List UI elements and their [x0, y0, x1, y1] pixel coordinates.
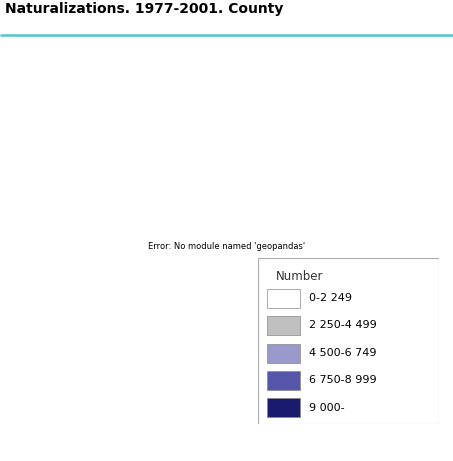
- Bar: [267, 371, 300, 390]
- Text: Naturalizations. 1977-2001. County: Naturalizations. 1977-2001. County: [5, 2, 283, 16]
- Text: 6 750-8 999: 6 750-8 999: [309, 375, 376, 385]
- Bar: [267, 398, 300, 418]
- Text: Error: No module named 'geopandas': Error: No module named 'geopandas': [148, 242, 305, 251]
- Text: 9 000-: 9 000-: [309, 402, 345, 413]
- Text: Number: Number: [276, 270, 324, 283]
- Bar: [267, 343, 300, 363]
- Text: 4 500-6 749: 4 500-6 749: [309, 348, 376, 358]
- Text: 0-2 249: 0-2 249: [309, 293, 352, 303]
- Bar: [267, 289, 300, 308]
- Bar: [267, 316, 300, 335]
- Text: 2 250-4 499: 2 250-4 499: [309, 320, 377, 331]
